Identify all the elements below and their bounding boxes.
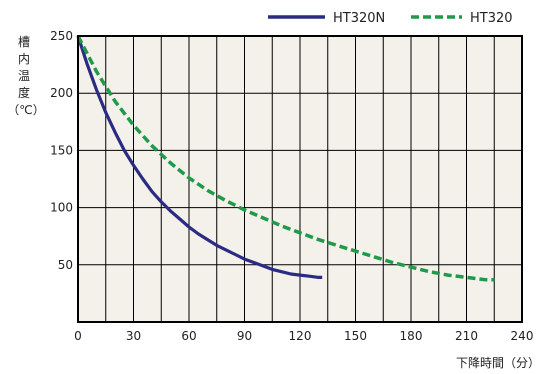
legend-label: HT320 bbox=[470, 11, 513, 26]
legend-item-ht320n: HT320N bbox=[268, 11, 385, 26]
y-axis-title-char: 度 bbox=[18, 85, 30, 100]
x-tick-label: 120 bbox=[289, 329, 312, 343]
series-layer bbox=[76, 35, 495, 282]
legend: HT320N HT320 bbox=[268, 11, 513, 26]
x-tick-label: 30 bbox=[126, 329, 141, 343]
legend-label: HT320N bbox=[333, 11, 385, 26]
y-tick-label: 150 bbox=[50, 143, 73, 157]
series-line-ht320 bbox=[76, 35, 495, 282]
y-tick-label: 50 bbox=[58, 258, 73, 272]
x-tick-label: 90 bbox=[237, 329, 252, 343]
x-axis-title: 下降時間（分） bbox=[456, 356, 540, 370]
x-tick-label: 240 bbox=[511, 329, 534, 343]
x-tick-label: 150 bbox=[344, 329, 367, 343]
y-axis-title-char: 内 bbox=[18, 52, 30, 66]
y-axis-title-char: 温 bbox=[18, 69, 30, 83]
legend-item-ht320: HT320 bbox=[411, 11, 513, 26]
y-tick-label: 250 bbox=[50, 29, 73, 43]
plot-frame bbox=[77, 35, 523, 323]
y-tick-label: 200 bbox=[50, 86, 73, 100]
x-tick-label: 210 bbox=[455, 329, 478, 343]
y-axis-title-char: （℃） bbox=[7, 103, 44, 117]
x-tick-label: 180 bbox=[400, 329, 423, 343]
x-tick-label: 60 bbox=[181, 329, 196, 343]
grid bbox=[78, 36, 522, 322]
x-tick-label: 0 bbox=[74, 329, 82, 343]
y-tick-label: 100 bbox=[50, 201, 73, 215]
x-axis-ticks: 0 30 60 90 120 150 180 210 240 bbox=[74, 329, 533, 343]
y-axis-ticks: 50 100 150 200 250 bbox=[50, 29, 73, 272]
series-line-ht320n bbox=[76, 35, 323, 279]
y-axis-title-char: 槽 bbox=[18, 35, 30, 49]
